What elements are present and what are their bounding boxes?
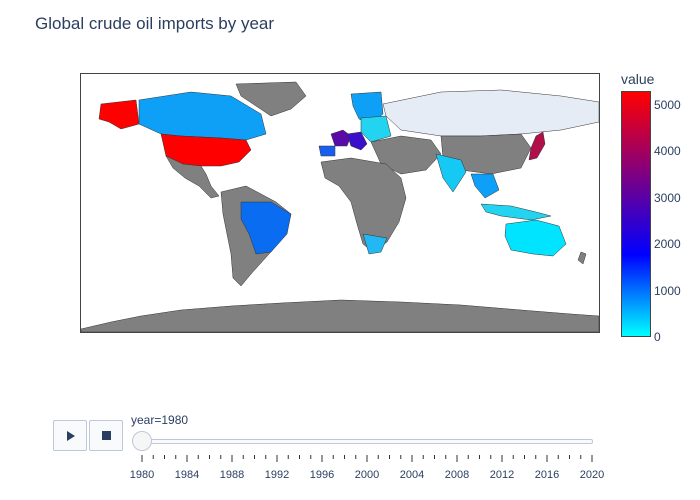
region-greenland — [235, 81, 307, 117]
world-map[interactable] — [81, 74, 599, 332]
region-france — [330, 129, 352, 147]
slider-tick-label[interactable]: 2008 — [444, 469, 470, 481]
colorbar-tick-label: 3000 — [654, 190, 681, 205]
play-icon — [67, 430, 75, 441]
slider-tick-label[interactable]: 1980 — [129, 469, 155, 481]
slider-current-label: year=1980 — [131, 413, 189, 427]
region-mexico — [165, 155, 220, 199]
stop-button[interactable] — [89, 420, 123, 451]
region-antarctica — [81, 299, 599, 332]
region-russia — [382, 89, 599, 137]
colorbar-tick-label: 4000 — [654, 144, 681, 159]
slider-tick-label[interactable]: 1992 — [264, 469, 290, 481]
slider-track[interactable] — [132, 439, 593, 444]
region-australia — [504, 219, 567, 257]
slider-tick-label[interactable]: 2004 — [399, 469, 425, 481]
slider-ticks — [141, 455, 593, 462]
region-india — [435, 153, 467, 193]
chart-title: Global crude oil imports by year — [35, 14, 275, 33]
slider-tick-label[interactable]: 1988 — [219, 469, 245, 481]
slider-handle[interactable] — [132, 431, 152, 451]
slider-tick-label[interactable]: 2016 — [534, 469, 560, 481]
slider-tick-label[interactable]: 1996 — [309, 469, 335, 481]
stop-icon — [101, 431, 111, 440]
colorbar-tick-label: 0 — [654, 330, 661, 344]
colorbar-tick-label: 5000 — [654, 97, 681, 112]
slider-tick-label[interactable]: 2020 — [579, 469, 605, 481]
colorbar — [621, 91, 651, 337]
slider-tick-label[interactable]: 1984 — [174, 469, 200, 481]
colorbar-title: value — [621, 71, 655, 87]
region-alaska — [98, 99, 140, 130]
region-new-zealand — [577, 251, 587, 265]
region-brazil — [240, 201, 292, 255]
colorbar-tick-label: 1000 — [654, 283, 681, 298]
region-italy — [346, 131, 368, 151]
region-indonesia — [480, 203, 552, 221]
slider-tick-label[interactable]: 2012 — [489, 469, 515, 481]
region-se-asia — [470, 173, 500, 199]
play-button[interactable] — [53, 420, 87, 451]
slider-tick-label[interactable]: 2000 — [354, 469, 380, 481]
region-eastern-europe — [360, 115, 392, 143]
colorbar-tick-label: 2000 — [654, 237, 681, 252]
map-frame[interactable] — [80, 73, 600, 333]
region-spain — [318, 145, 336, 157]
region-japan — [528, 131, 546, 161]
region-south-africa — [362, 233, 388, 255]
